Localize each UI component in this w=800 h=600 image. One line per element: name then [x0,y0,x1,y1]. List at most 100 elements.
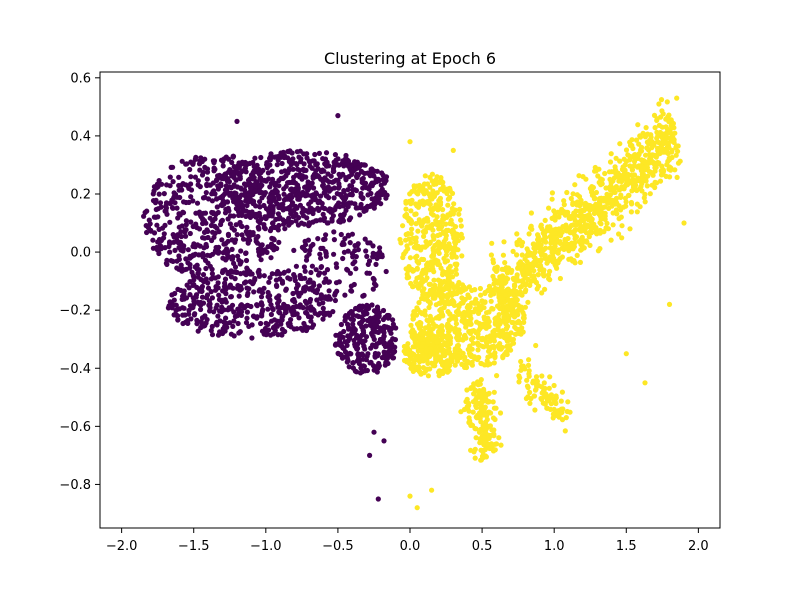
data-point-cluster-1 [389,326,395,332]
data-point-cluster-1 [354,369,360,375]
data-point-cluster-2 [638,168,645,174]
data-point-cluster-1 [359,324,365,330]
data-point-cluster-1 [317,251,323,257]
data-point-cluster-2 [643,152,649,158]
data-point-cluster-1 [208,276,214,282]
data-point-cluster-1 [191,312,197,318]
data-point-cluster-1 [347,240,353,246]
data-point-cluster-1 [163,260,169,266]
data-point-cluster-1 [300,213,307,219]
data-point-cluster-2 [501,266,507,272]
data-point-cluster-2 [417,369,423,375]
chart-title: Clustering at Epoch 6 [324,49,496,68]
data-point-cluster-1 [298,325,304,331]
data-point-cluster-1 [287,276,293,282]
data-point-cluster-2 [474,319,480,325]
data-point-cluster-2 [562,428,568,434]
data-point-cluster-1 [320,316,326,322]
data-point-cluster-2 [482,404,488,410]
data-point-cluster-1 [219,330,226,337]
data-point-cluster-2 [410,334,416,341]
data-point-cluster-1 [335,177,341,183]
data-point-cluster-2 [482,453,488,459]
data-point-cluster-1 [223,299,229,305]
data-point-cluster-2 [525,362,532,368]
data-point-cluster-1 [212,248,218,254]
data-point-cluster-2 [488,298,494,304]
data-point-cluster-1 [306,158,312,164]
data-point-cluster-1 [227,221,233,227]
data-point-cluster-2 [580,174,586,180]
data-point-cluster-1 [256,271,262,277]
data-point-cluster-2 [603,225,609,231]
data-point-cluster-1 [308,314,314,320]
data-point-cluster-1 [363,248,369,254]
data-point-cluster-1 [278,331,285,338]
data-point-cluster-1 [328,209,334,215]
data-point-cluster-1 [378,201,384,207]
data-point-cluster-1 [346,326,352,332]
data-point-cluster-2 [465,303,471,309]
data-point-cluster-1 [383,195,389,201]
data-point-cluster-1 [273,188,279,194]
data-point-cluster-1 [296,196,302,202]
data-point-cluster-2 [501,314,507,320]
data-point-cluster-1 [384,353,391,359]
data-point-cluster-2 [540,237,546,243]
data-point-cluster-1 [302,298,308,304]
data-point-cluster-2 [444,269,450,275]
data-point-cluster-2 [504,318,510,324]
data-point-cluster-1 [244,224,250,230]
data-point-cluster-1 [199,216,206,222]
data-point-cluster-1 [229,256,236,262]
data-point-cluster-2 [652,125,658,131]
data-point-cluster-1 [170,258,176,264]
data-point-cluster-1 [216,297,223,303]
data-point-cluster-2 [652,168,658,174]
data-point-cluster-1 [319,205,326,211]
data-point-cluster-1 [370,201,376,207]
data-point-cluster-1 [236,160,242,166]
data-point-cluster-2 [586,234,592,240]
data-point-cluster-1 [351,330,357,336]
data-point-cluster-2 [559,409,565,415]
data-point-cluster-2 [484,358,490,364]
data-point-cluster-1 [269,220,276,226]
data-point-cluster-1 [200,272,207,278]
data-point-cluster-2 [447,245,453,251]
data-point-cluster-2 [673,152,679,158]
data-point-cluster-1 [183,256,189,262]
data-point-cluster-2 [660,171,666,177]
data-point-cluster-2 [423,265,430,271]
data-point-cluster-1 [357,212,363,218]
data-point-cluster-1 [233,190,239,197]
data-point-cluster-2 [517,320,523,326]
data-point-cluster-1 [345,248,351,254]
data-point-cluster-1 [315,236,321,242]
data-point-cluster-1 [369,166,375,172]
data-point-cluster-1 [293,218,299,224]
data-point-cluster-2 [553,226,559,232]
data-point-cluster-2 [546,205,552,211]
data-point-cluster-2 [430,333,436,339]
data-point-cluster-2 [659,163,665,169]
data-point-cluster-1 [318,255,324,261]
data-point-cluster-1 [154,247,161,253]
data-point-cluster-1 [181,199,187,205]
data-point-cluster-1 [178,182,184,188]
data-point-cluster-2 [647,152,653,158]
data-point-cluster-1 [348,200,354,206]
data-point-cluster-1 [269,168,275,174]
data-point-cluster-1 [183,295,190,301]
data-point-cluster-2 [550,256,556,262]
data-point-cluster-1 [194,317,200,323]
data-point-cluster-1 [145,225,151,231]
data-point-cluster-2 [547,268,553,274]
data-point-cluster-1 [331,251,337,257]
data-point-cluster-2 [467,343,473,349]
data-point-cluster-2 [476,392,482,398]
x-tick-label: −2.0 [106,539,138,554]
data-point-cluster-1 [196,161,203,167]
data-point-cluster-2 [674,174,680,180]
data-point-cluster-2 [595,173,601,179]
